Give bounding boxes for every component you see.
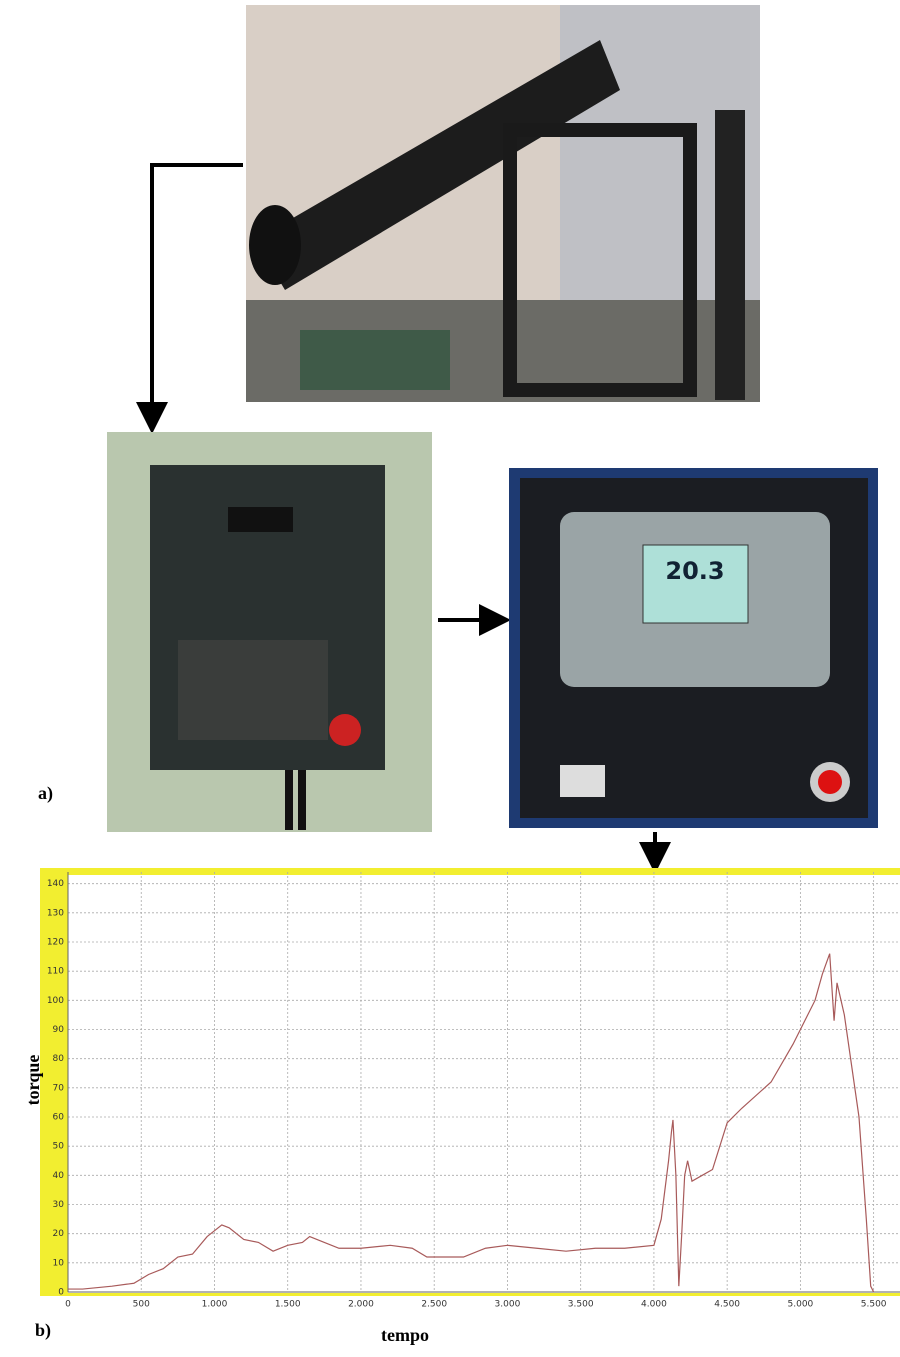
y-tick-label: 10 (53, 1258, 65, 1268)
controller-photo (107, 432, 432, 832)
y-tick-label: 140 (47, 879, 64, 889)
panel-label: b) (35, 1320, 51, 1341)
y-tick-label: 50 (53, 1142, 65, 1152)
x-tick-label: 2.000 (348, 1300, 374, 1310)
x-tick-label: 1.500 (275, 1300, 301, 1310)
y-tick-label: 100 (47, 996, 64, 1006)
y-tick-label: 90 (53, 1025, 65, 1035)
x-tick-label: 5.500 (861, 1300, 887, 1310)
figure: 20.3 a) 0 10 20 30 40 50 60 70 80 90 100 110 120 130 1… (0, 0, 900, 1352)
x-tick-label: 5.000 (788, 1300, 814, 1310)
y-tick-label: 110 (47, 967, 64, 977)
x-tick-label: 2.500 (421, 1300, 447, 1310)
y-tick-label: 40 (53, 1171, 65, 1181)
y-tick-label: 30 (53, 1200, 65, 1210)
page: {"chart_data": {"type": "line", "xlabel"… (0, 0, 900, 1352)
y-tick-label: 60 (53, 1113, 65, 1123)
y-tick-label: 20 (53, 1229, 65, 1239)
x-tick-label: 3.000 (495, 1300, 521, 1310)
tensor-photo: 20.3 (509, 468, 878, 828)
y-tick-label: 130 (47, 908, 64, 918)
panel-label: a) (38, 783, 53, 804)
y-tick-label: 0 (58, 1288, 64, 1298)
x-tick-label: 4.000 (641, 1300, 667, 1310)
tool-photo (246, 5, 760, 402)
y-tick-label: 70 (53, 1083, 65, 1093)
y-tick-label: 80 (53, 1054, 65, 1064)
plot-area (68, 875, 900, 1293)
arrow (152, 165, 243, 426)
display-reading: 20.3 (665, 557, 724, 585)
x-axis-label: tempo (381, 1325, 429, 1345)
y-axis-label: torque (23, 1055, 43, 1106)
x-tick-label: 0 (65, 1300, 71, 1310)
x-tick-label: 4.500 (714, 1300, 740, 1310)
x-tick-label: 1.000 (202, 1300, 228, 1310)
x-tick-label: 3.500 (568, 1300, 594, 1310)
x-tick-label: 500 (133, 1300, 150, 1310)
y-tick-label: 120 (47, 938, 64, 948)
